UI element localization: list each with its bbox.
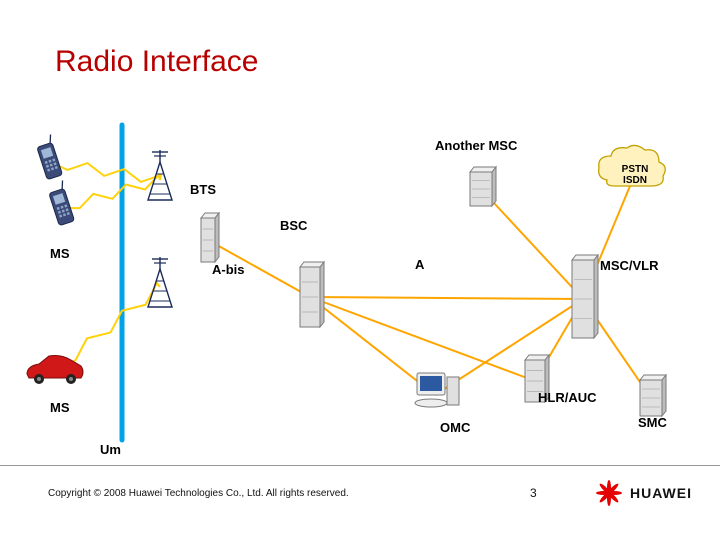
svg-text:ISDN: ISDN (623, 175, 647, 186)
label-smc: SMC (638, 415, 667, 430)
label-car: MS (50, 400, 70, 415)
logo-icon (594, 478, 624, 508)
huawei-logo: HUAWEI (594, 478, 692, 508)
interface-A_bis: A-bis (212, 262, 245, 277)
interface-Um: Um (100, 442, 121, 457)
label-omc: OMC (440, 420, 470, 435)
label-another_msc: Another MSC (435, 138, 517, 153)
label-msc: MSC/VLR (600, 258, 659, 273)
label-bsc: BSC (280, 218, 307, 233)
footer-divider (0, 465, 720, 466)
interface-A: A (415, 257, 424, 272)
copyright-text: Copyright © 2008 Huawei Technologies Co.… (48, 488, 349, 499)
svg-text:PSTN: PSTN (622, 164, 649, 175)
logo-text: HUAWEI (630, 485, 692, 501)
page-number: 3 (530, 486, 537, 500)
label-ms2: MS (50, 246, 70, 261)
label-hlr: HLR/AUC (538, 390, 597, 405)
label-bts: BTS (190, 182, 216, 197)
